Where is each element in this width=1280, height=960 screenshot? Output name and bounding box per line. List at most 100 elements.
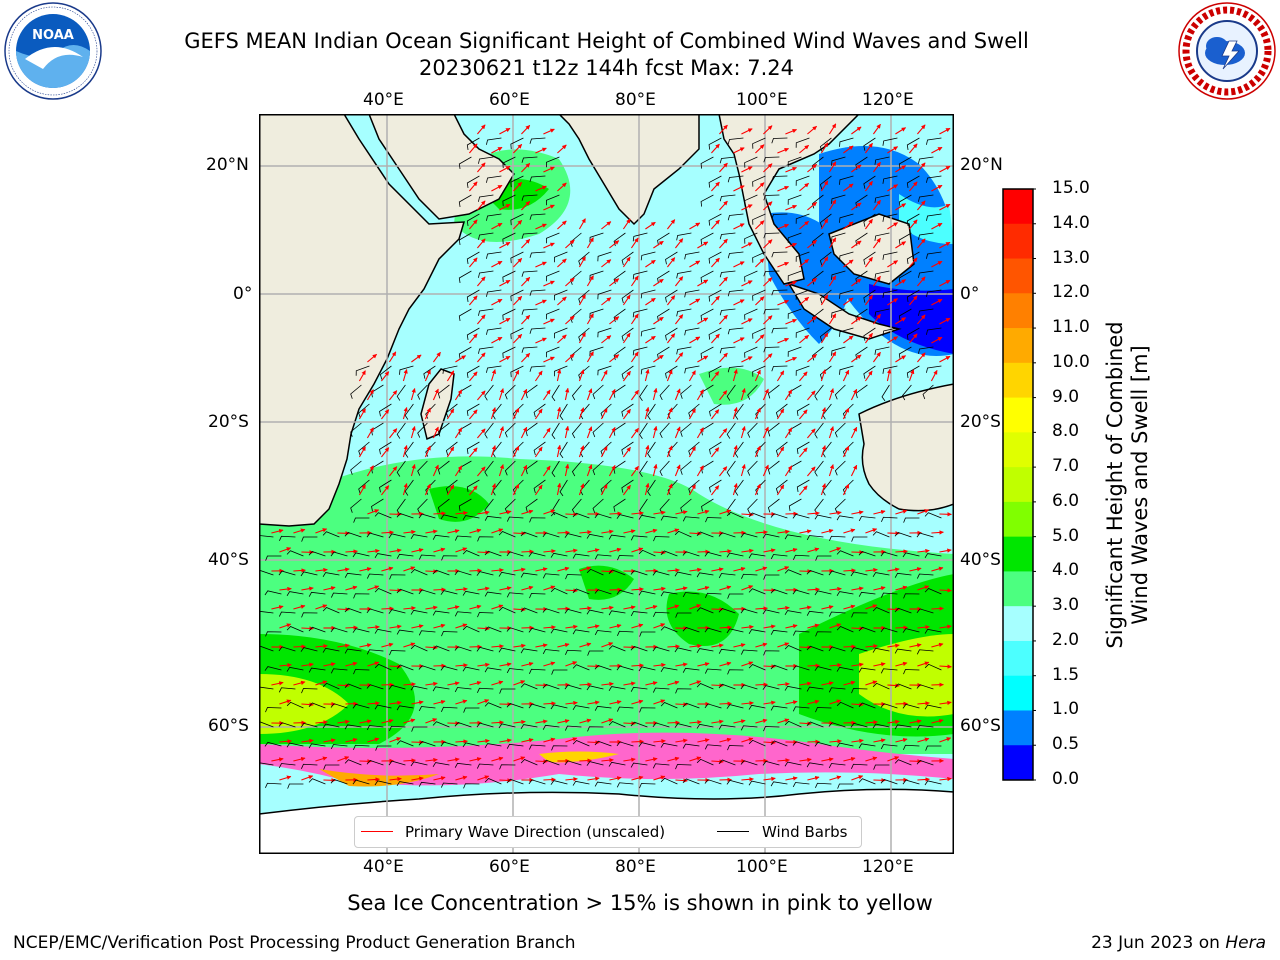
wave-direction-arrow xyxy=(829,586,842,592)
wind-barb xyxy=(705,592,722,598)
wind-barb xyxy=(521,270,538,277)
wind-barb xyxy=(396,460,406,477)
wind-barb xyxy=(410,569,428,576)
wave-direction-arrow xyxy=(609,278,620,287)
wind-barb xyxy=(594,554,612,560)
wind-barb xyxy=(740,725,758,731)
wave-direction-arrow xyxy=(579,566,592,572)
wave-direction-arrow xyxy=(323,662,336,667)
wind-barb xyxy=(680,498,692,513)
wave-direction-arrow xyxy=(865,680,878,686)
wave-direction-arrow xyxy=(755,220,765,230)
wind-barb xyxy=(771,175,788,182)
wind-barb xyxy=(630,570,648,576)
wind-barb xyxy=(529,365,546,372)
wave-direction-arrow xyxy=(425,645,438,650)
wave-direction-arrow xyxy=(579,758,592,763)
wind-barb xyxy=(462,666,480,672)
wind-barb xyxy=(594,630,612,636)
wave-direction-arrow xyxy=(403,642,416,648)
wave-direction-arrow xyxy=(821,528,834,534)
wave-direction-arrow xyxy=(711,219,720,230)
wind-barb xyxy=(665,365,678,379)
wave-direction-arrow xyxy=(565,661,578,667)
wind-barb xyxy=(506,516,524,522)
wave-direction-arrow xyxy=(741,661,754,667)
wind-barb xyxy=(881,384,890,402)
wind-barb xyxy=(278,570,296,576)
wave-direction-arrow xyxy=(468,257,478,268)
wave-direction-arrow xyxy=(609,511,622,516)
wave-direction-arrow xyxy=(916,352,926,363)
wave-direction-arrow xyxy=(828,275,837,287)
wave-direction-arrow xyxy=(784,427,793,439)
wave-direction-arrow xyxy=(763,548,776,553)
colorbar-segment xyxy=(1003,675,1033,711)
wind-barb xyxy=(719,156,736,164)
wind-barb xyxy=(616,665,634,671)
wave-direction-arrow xyxy=(534,484,543,496)
wind-barb xyxy=(477,687,494,693)
wind-barb xyxy=(770,664,788,671)
wave-direction-arrow xyxy=(410,388,416,401)
wave-direction-arrow xyxy=(908,181,918,192)
wind-barb xyxy=(528,703,546,709)
wave-direction-arrow xyxy=(719,549,732,554)
wind-barb xyxy=(682,626,700,633)
wave-direction-arrow xyxy=(578,218,586,230)
wave-direction-arrow xyxy=(468,371,478,382)
wind-barb xyxy=(744,346,758,358)
wave-direction-arrow xyxy=(293,680,306,686)
wave-direction-arrow xyxy=(513,219,523,230)
wind-barb xyxy=(617,555,634,561)
wind-barb xyxy=(814,422,824,439)
wave-direction-arrow xyxy=(688,408,696,420)
wave-direction-arrow xyxy=(917,509,930,515)
wave-direction-arrow xyxy=(447,605,460,610)
wind-barb xyxy=(554,327,568,339)
wind-barb xyxy=(767,498,780,513)
wave-direction-arrow xyxy=(667,528,680,534)
wave-direction-arrow xyxy=(410,426,416,439)
wind-barb xyxy=(922,384,934,400)
wave-direction-arrow xyxy=(367,509,380,515)
wave-direction-arrow xyxy=(534,408,543,420)
wave-direction-arrow xyxy=(842,369,850,382)
wave-direction-arrow xyxy=(424,369,431,382)
wave-direction-arrow xyxy=(622,218,631,230)
wind-barb xyxy=(621,327,634,342)
wave-direction-arrow xyxy=(557,220,567,230)
wave-direction-arrow xyxy=(609,547,622,553)
wave-direction-arrow xyxy=(513,680,526,686)
wind-barb xyxy=(542,683,560,690)
wind-barb xyxy=(458,232,472,246)
wind-barb xyxy=(572,553,590,559)
colorbar-tick-label: 7.0 xyxy=(1052,456,1080,477)
wind-barb xyxy=(836,591,854,597)
wind-barb xyxy=(839,327,854,337)
wave-direction-arrow xyxy=(917,701,930,706)
wave-direction-arrow xyxy=(754,483,761,496)
wind-barb xyxy=(322,572,340,578)
wave-direction-arrow xyxy=(380,371,390,382)
wave-direction-arrow xyxy=(446,446,455,458)
wave-direction-arrow xyxy=(754,369,761,382)
wind-barb xyxy=(653,536,670,542)
wind-barb xyxy=(396,705,414,711)
wind-barb xyxy=(466,479,480,493)
wind-barb xyxy=(806,645,824,652)
wind-barb xyxy=(592,422,604,438)
wave-direction-arrow xyxy=(763,624,776,629)
lat-label-right-1: 20°N xyxy=(960,155,1003,175)
wind-barb xyxy=(521,194,538,201)
wave-direction-arrow xyxy=(359,719,372,724)
wind-barb xyxy=(718,607,736,614)
wind-barb xyxy=(894,683,912,690)
wind-barb xyxy=(718,648,736,654)
wave-direction-arrow xyxy=(389,700,402,706)
wave-direction-arrow xyxy=(644,482,650,496)
wind-barb xyxy=(463,707,480,713)
wind-barb xyxy=(418,554,436,560)
colorbar-tick-label: 6.0 xyxy=(1052,490,1080,511)
wind-barb xyxy=(521,156,538,163)
